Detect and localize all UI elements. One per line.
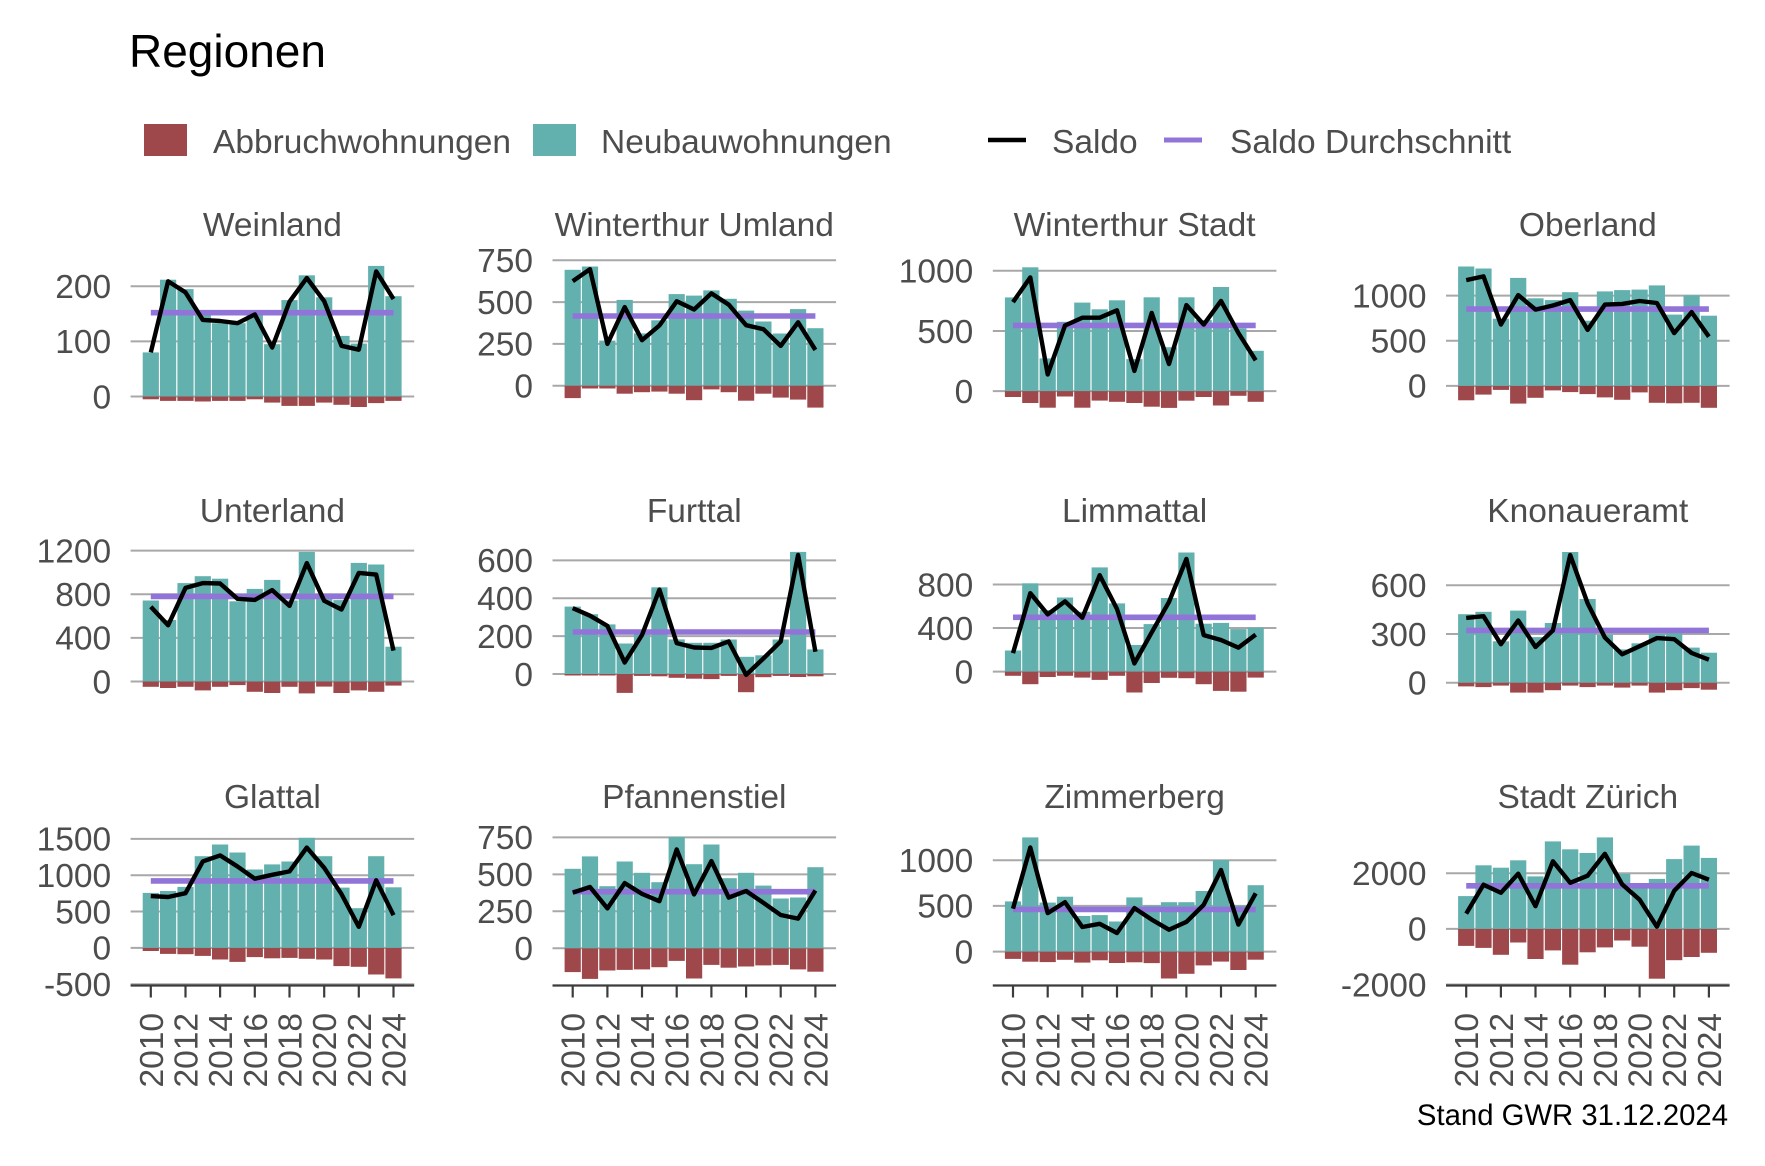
svg-text:2024: 2024	[1692, 1013, 1729, 1088]
svg-text:Stadt Zürich: Stadt Zürich	[1497, 779, 1678, 816]
svg-text:250: 250	[477, 327, 533, 364]
svg-text:800: 800	[55, 577, 111, 614]
svg-text:2014: 2014	[203, 1013, 240, 1088]
svg-text:Regionen: Regionen	[129, 25, 326, 77]
svg-text:100: 100	[55, 324, 111, 361]
svg-text:400: 400	[917, 611, 973, 648]
svg-text:Knonaueramt: Knonaueramt	[1487, 493, 1689, 530]
svg-text:0: 0	[1408, 369, 1427, 406]
svg-text:Winterthur Umland: Winterthur Umland	[555, 207, 834, 244]
svg-text:2024: 2024	[798, 1013, 835, 1088]
svg-text:Glattal: Glattal	[224, 779, 321, 816]
svg-text:Saldo Durchschnitt: Saldo Durchschnitt	[1230, 124, 1512, 161]
svg-text:0: 0	[955, 654, 974, 691]
svg-text:Oberland: Oberland	[1519, 207, 1657, 244]
svg-text:2022: 2022	[764, 1013, 801, 1088]
svg-text:Pfannenstiel: Pfannenstiel	[602, 779, 786, 816]
svg-text:2020: 2020	[1169, 1013, 1206, 1088]
svg-text:2018: 2018	[1588, 1013, 1625, 1088]
svg-text:800: 800	[917, 567, 973, 604]
svg-text:2016: 2016	[1553, 1013, 1590, 1088]
svg-text:300: 300	[1371, 617, 1427, 654]
svg-text:0: 0	[1408, 912, 1427, 949]
svg-text:0: 0	[514, 369, 533, 406]
svg-text:200: 200	[55, 269, 111, 306]
svg-text:0: 0	[955, 934, 974, 971]
svg-text:400: 400	[55, 621, 111, 658]
svg-text:2018: 2018	[273, 1013, 310, 1088]
svg-text:2012: 2012	[169, 1013, 206, 1088]
svg-text:0: 0	[1408, 666, 1427, 703]
svg-text:2020: 2020	[1623, 1013, 1660, 1088]
svg-text:2022: 2022	[1657, 1013, 1694, 1088]
svg-text:1200: 1200	[37, 533, 112, 570]
svg-text:0: 0	[92, 931, 111, 968]
svg-text:Unterland: Unterland	[200, 493, 345, 530]
svg-text:500: 500	[917, 889, 973, 926]
svg-text:2020: 2020	[729, 1013, 766, 1088]
svg-text:2018: 2018	[1135, 1013, 1172, 1088]
svg-text:600: 600	[1371, 568, 1427, 605]
svg-text:2022: 2022	[1204, 1013, 1241, 1088]
svg-text:2012: 2012	[1031, 1013, 1068, 1088]
svg-text:Saldo: Saldo	[1052, 124, 1138, 161]
svg-text:1000: 1000	[1352, 278, 1427, 315]
svg-text:2010: 2010	[556, 1013, 593, 1088]
svg-text:Furttal: Furttal	[647, 493, 742, 530]
svg-text:2024: 2024	[377, 1013, 414, 1088]
svg-text:Stand GWR 31.12.2024: Stand GWR 31.12.2024	[1417, 1099, 1728, 1132]
svg-text:2014: 2014	[1065, 1013, 1102, 1088]
svg-text:1500: 1500	[37, 822, 112, 859]
svg-text:0: 0	[514, 931, 533, 968]
svg-text:Zimmerberg: Zimmerberg	[1044, 779, 1225, 816]
svg-text:0: 0	[92, 379, 111, 416]
svg-text:2016: 2016	[660, 1013, 697, 1088]
svg-text:400: 400	[477, 581, 533, 618]
svg-text:2014: 2014	[625, 1013, 662, 1088]
svg-text:600: 600	[477, 543, 533, 580]
svg-text:Winterthur Stadt: Winterthur Stadt	[1014, 207, 1257, 244]
svg-text:2024: 2024	[1239, 1013, 1276, 1088]
svg-text:Neubauwohnungen: Neubauwohnungen	[601, 124, 892, 161]
svg-text:500: 500	[55, 894, 111, 931]
svg-text:2010: 2010	[996, 1013, 1033, 1088]
svg-text:Weinland: Weinland	[203, 207, 342, 244]
svg-text:750: 750	[477, 820, 533, 857]
svg-text:2022: 2022	[342, 1013, 379, 1088]
svg-text:0: 0	[92, 664, 111, 701]
svg-text:2012: 2012	[1484, 1013, 1521, 1088]
svg-text:2010: 2010	[1449, 1013, 1486, 1088]
svg-text:1000: 1000	[37, 858, 112, 895]
svg-text:2012: 2012	[590, 1013, 627, 1088]
svg-text:2016: 2016	[1100, 1013, 1137, 1088]
svg-text:2020: 2020	[307, 1013, 344, 1088]
svg-text:-500: -500	[44, 967, 111, 1004]
svg-text:250: 250	[477, 894, 533, 931]
svg-text:200: 200	[477, 619, 533, 656]
svg-text:500: 500	[477, 285, 533, 322]
svg-text:2010: 2010	[134, 1013, 171, 1088]
svg-text:0: 0	[955, 374, 974, 411]
svg-text:-2000: -2000	[1341, 967, 1427, 1004]
svg-text:750: 750	[477, 243, 533, 280]
svg-text:500: 500	[917, 314, 973, 351]
svg-text:Limmattal: Limmattal	[1062, 493, 1207, 530]
svg-text:2016: 2016	[238, 1013, 275, 1088]
svg-text:1000: 1000	[899, 843, 974, 880]
svg-text:2000: 2000	[1352, 856, 1427, 893]
svg-text:2014: 2014	[1519, 1013, 1556, 1088]
svg-text:1000: 1000	[899, 254, 974, 291]
svg-text:0: 0	[514, 657, 533, 694]
svg-text:Abbruchwohnungen: Abbruchwohnungen	[213, 124, 511, 161]
svg-text:500: 500	[477, 857, 533, 894]
svg-text:500: 500	[1371, 324, 1427, 361]
svg-text:2018: 2018	[694, 1013, 731, 1088]
